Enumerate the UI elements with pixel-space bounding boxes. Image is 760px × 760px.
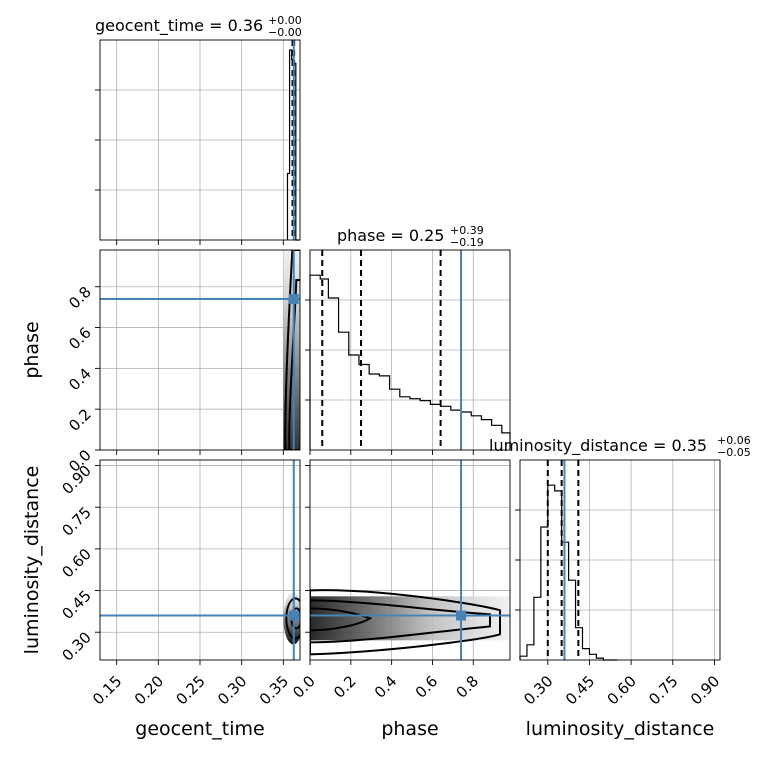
contour-outer	[310, 589, 501, 656]
x-tick-label: 0.45	[562, 672, 598, 708]
axes-frame	[99, 249, 301, 451]
y-tick-label: 0.60	[58, 545, 94, 581]
x-tick-label: 0.75	[645, 672, 681, 708]
y-tick-label: 0.8	[65, 283, 95, 313]
title-phase: phase = 0.25	[337, 226, 444, 245]
title-geocent_time-sub: −0.00	[268, 26, 302, 39]
truth-marker	[288, 610, 299, 621]
panel-luminosity_distance-vs-phase: 0.0 0.2 0.4 0.6 0.8	[289, 459, 511, 702]
x-tick-label: 0.60	[604, 672, 640, 708]
title-luminosity_distance-sup: +0.06	[717, 434, 751, 447]
axes-frame	[99, 459, 301, 661]
y-tick-label: 0.90	[58, 462, 94, 498]
truth-marker	[288, 293, 299, 304]
x-tick-label: 0.30	[520, 672, 556, 708]
contour-mid	[310, 599, 491, 644]
x-tick-label: 0.6	[412, 672, 442, 702]
y-tick-label: 0.75	[58, 503, 94, 539]
xlabel-luminosity_distance: luminosity_distance	[526, 718, 715, 740]
title-phase-sub: −0.19	[450, 236, 484, 249]
panel-geocent_time-hist	[95, 39, 301, 245]
truth-marker	[456, 610, 467, 621]
x-tick-label: 0.25	[172, 672, 208, 708]
x-tick-label: 0.0	[289, 672, 319, 702]
title-phase-sup: +0.39	[450, 224, 484, 237]
x-tick-label: 0.15	[89, 672, 125, 708]
x-tick-label: 0.4	[371, 672, 401, 702]
title-luminosity_distance-sub: −0.05	[717, 446, 751, 459]
y-tick-label: 0.4	[65, 364, 95, 394]
histogram-steps	[309, 274, 511, 450]
xlabel-geocent_time: geocent_time	[135, 718, 264, 740]
x-tick-label: 0.2	[330, 672, 360, 702]
panel-luminosity_distance-hist: 0.30 0.45 0.60 0.75 0.90	[515, 459, 723, 708]
x-tick-label: 0.35	[256, 672, 292, 708]
axes-frame	[99, 39, 301, 241]
title-luminosity_distance: luminosity_distance = 0.35	[489, 436, 707, 456]
title-geocent_time-sup: +0.00	[268, 14, 302, 27]
x-tick-label: 0.20	[131, 672, 167, 708]
histogram-steps	[519, 484, 618, 661]
title-geocent_time: geocent_time = 0.36	[95, 16, 263, 36]
axes-frame	[519, 459, 721, 661]
y-tick-label: 0.2	[65, 405, 95, 435]
y-tick-label: 0.30	[58, 628, 94, 664]
density-layer	[310, 589, 510, 656]
panel-phase-hist	[305, 249, 511, 455]
x-tick-label: 0.8	[452, 672, 482, 702]
panel-phase-vs-geocent_time: 0.00.20.40.60.8	[65, 249, 301, 476]
axes-frame	[309, 249, 511, 451]
density-band	[310, 596, 510, 641]
panel-luminosity_distance-vs-geocent_time: 0.15 0.20 0.25 0.30 0.350.300.450.600.750.90	[58, 459, 301, 708]
x-tick-label: 0.90	[687, 672, 723, 708]
y-tick-label: 0.6	[65, 324, 95, 354]
ylabel-phase: phase	[21, 321, 43, 378]
ylabel-luminosity_distance: luminosity_distance	[21, 466, 43, 655]
contour-outer	[285, 597, 300, 640]
histogram-steps	[286, 49, 300, 241]
axes-frame	[309, 459, 511, 661]
contour-inner	[310, 607, 373, 632]
x-tick-label: 0.30	[214, 672, 250, 708]
xlabel-phase: phase	[381, 718, 438, 740]
y-tick-label: 0.45	[58, 587, 94, 623]
